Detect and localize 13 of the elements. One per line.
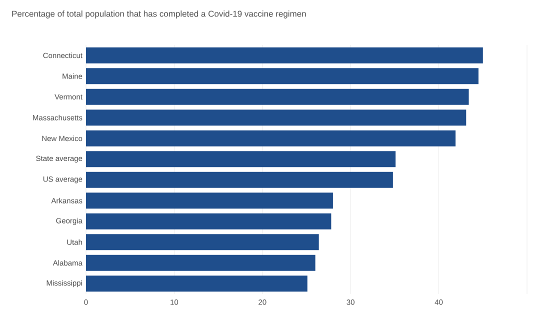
bar — [86, 47, 483, 64]
bar — [86, 88, 469, 105]
bar — [86, 192, 333, 209]
bar — [86, 276, 308, 292]
bar — [86, 234, 319, 250]
bar — [86, 172, 393, 188]
bar — [86, 254, 316, 271]
bar — [86, 110, 466, 126]
bar — [86, 213, 332, 230]
bar — [86, 68, 478, 84]
chart-title: Percentage of total population that has completed a Covid-19 vaccine regimen — [12, 10, 306, 18]
bar — [86, 151, 396, 168]
bar — [86, 130, 456, 146]
